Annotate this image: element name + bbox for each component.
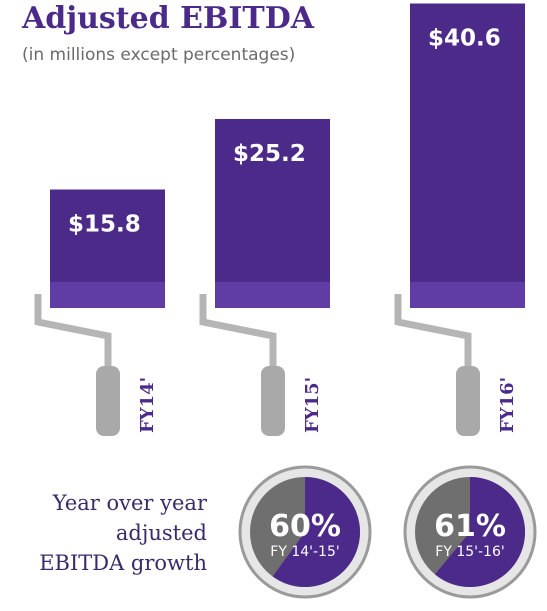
growth-value: 60% <box>269 509 341 544</box>
growth-label: EBITDA growth <box>39 551 207 575</box>
roller-grip <box>96 366 120 436</box>
value-label: $40.6 <box>428 26 501 52</box>
roller-handle <box>34 294 112 366</box>
growth-label: adjusted <box>116 521 207 545</box>
bar <box>215 119 330 308</box>
roller-grip <box>261 366 285 436</box>
roller-band <box>410 282 525 308</box>
x-tick-label: FY15' <box>302 377 323 433</box>
roller-grip <box>456 366 480 436</box>
x-tick-label: FY16' <box>497 377 518 433</box>
roller-handle <box>394 294 472 366</box>
growth-wedge <box>434 477 525 587</box>
growth-label: Year over year <box>52 491 208 515</box>
roller-handle <box>199 294 277 366</box>
growth-category: FY 15'-16' <box>435 544 504 560</box>
growth-category: FY 14'-15' <box>270 544 339 560</box>
value-label: $15.8 <box>68 212 141 238</box>
roller-band <box>215 282 330 308</box>
bar <box>410 3 525 308</box>
roller-band <box>50 282 165 308</box>
chart-title: Adjusted EBITDA <box>21 1 315 36</box>
value-label: $25.2 <box>233 141 306 167</box>
growth-value: 61% <box>434 509 506 544</box>
chart-subtitle: (in millions except percentages) <box>22 45 295 65</box>
growth-wedge <box>272 477 360 587</box>
x-tick-label: FY14' <box>137 377 158 433</box>
